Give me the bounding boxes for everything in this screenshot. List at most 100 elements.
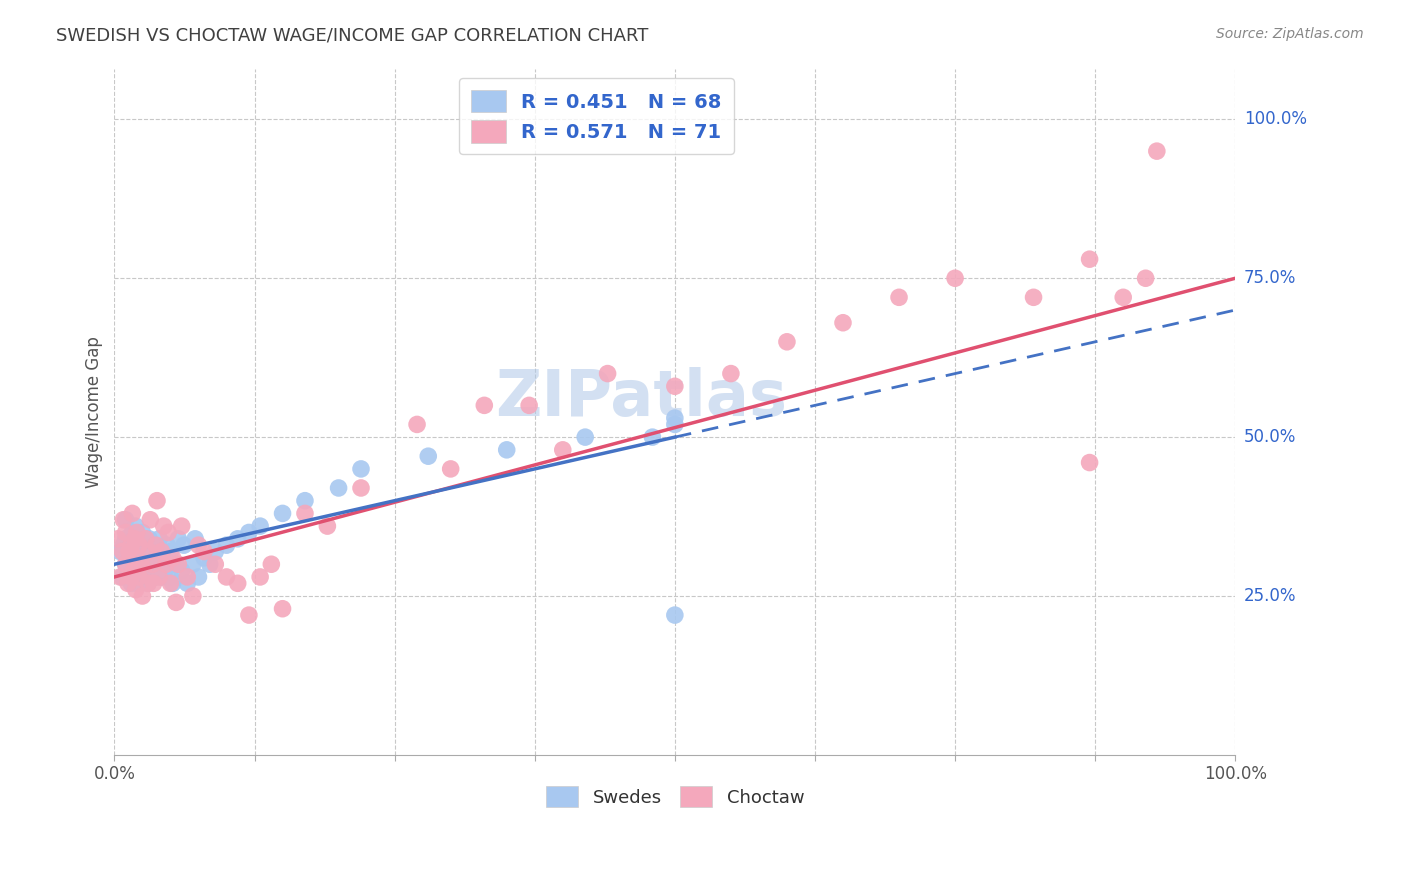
Point bbox=[165, 595, 187, 609]
Point bbox=[187, 538, 209, 552]
Point bbox=[155, 558, 177, 572]
Point bbox=[249, 519, 271, 533]
Point bbox=[138, 532, 160, 546]
Point bbox=[181, 589, 204, 603]
Point bbox=[170, 519, 193, 533]
Point bbox=[148, 570, 170, 584]
Point bbox=[128, 538, 150, 552]
Point bbox=[167, 532, 190, 546]
Point bbox=[145, 570, 167, 584]
Point bbox=[114, 532, 136, 546]
Point bbox=[517, 398, 540, 412]
Point bbox=[664, 411, 686, 425]
Point bbox=[472, 398, 495, 412]
Point bbox=[124, 544, 146, 558]
Point bbox=[141, 544, 163, 558]
Point bbox=[131, 558, 153, 572]
Point bbox=[128, 570, 150, 584]
Point bbox=[128, 558, 150, 572]
Point bbox=[152, 544, 174, 558]
Point bbox=[141, 558, 163, 572]
Point bbox=[114, 558, 136, 572]
Point bbox=[107, 532, 129, 546]
Point bbox=[664, 417, 686, 432]
Point bbox=[294, 493, 316, 508]
Point bbox=[125, 525, 148, 540]
Text: 100.0%: 100.0% bbox=[1244, 111, 1306, 128]
Point bbox=[114, 513, 136, 527]
Text: 25.0%: 25.0% bbox=[1244, 587, 1296, 605]
Point bbox=[1135, 271, 1157, 285]
Point bbox=[165, 558, 187, 572]
Point bbox=[156, 538, 179, 552]
Point bbox=[131, 589, 153, 603]
Point bbox=[350, 481, 373, 495]
Point bbox=[132, 564, 155, 578]
Point bbox=[136, 576, 159, 591]
Point bbox=[193, 544, 215, 558]
Point bbox=[176, 576, 198, 591]
Point bbox=[187, 570, 209, 584]
Point bbox=[574, 430, 596, 444]
Point bbox=[170, 564, 193, 578]
Point bbox=[122, 564, 145, 578]
Point bbox=[328, 481, 350, 495]
Point bbox=[159, 544, 181, 558]
Point bbox=[128, 538, 150, 552]
Point bbox=[146, 493, 169, 508]
Point bbox=[122, 564, 145, 578]
Point bbox=[135, 532, 157, 546]
Point bbox=[406, 417, 429, 432]
Point bbox=[832, 316, 855, 330]
Point bbox=[887, 290, 910, 304]
Point bbox=[150, 570, 173, 584]
Point bbox=[204, 558, 226, 572]
Point bbox=[120, 576, 142, 591]
Point bbox=[125, 519, 148, 533]
Point bbox=[129, 570, 152, 584]
Point bbox=[118, 538, 141, 552]
Point bbox=[193, 550, 215, 565]
Point bbox=[120, 550, 142, 565]
Point bbox=[1022, 290, 1045, 304]
Point bbox=[148, 532, 170, 546]
Point bbox=[111, 544, 134, 558]
Text: ZIPatlas: ZIPatlas bbox=[495, 367, 787, 429]
Point bbox=[294, 507, 316, 521]
Point bbox=[350, 462, 373, 476]
Point bbox=[111, 570, 134, 584]
Point bbox=[551, 442, 574, 457]
Point bbox=[1078, 252, 1101, 267]
Point bbox=[125, 532, 148, 546]
Point bbox=[125, 576, 148, 591]
Point bbox=[1112, 290, 1135, 304]
Point bbox=[418, 449, 440, 463]
Point bbox=[112, 538, 135, 552]
Point bbox=[125, 550, 148, 565]
Point bbox=[157, 525, 180, 540]
Point bbox=[125, 582, 148, 597]
Point bbox=[249, 570, 271, 584]
Point bbox=[664, 608, 686, 623]
Point bbox=[226, 576, 249, 591]
Point bbox=[260, 558, 283, 572]
Point bbox=[117, 576, 139, 591]
Point bbox=[142, 564, 165, 578]
Point bbox=[159, 570, 181, 584]
Point bbox=[162, 550, 184, 565]
Point bbox=[440, 462, 463, 476]
Point bbox=[121, 525, 143, 540]
Point bbox=[271, 601, 294, 615]
Point bbox=[118, 544, 141, 558]
Point bbox=[142, 576, 165, 591]
Point bbox=[117, 564, 139, 578]
Point bbox=[131, 550, 153, 565]
Y-axis label: Wage/Income Gap: Wage/Income Gap bbox=[86, 335, 103, 488]
Point bbox=[135, 544, 157, 558]
Point bbox=[198, 558, 221, 572]
Point bbox=[120, 570, 142, 584]
Point bbox=[181, 558, 204, 572]
Point bbox=[134, 564, 156, 578]
Point bbox=[143, 538, 166, 552]
Point bbox=[136, 550, 159, 565]
